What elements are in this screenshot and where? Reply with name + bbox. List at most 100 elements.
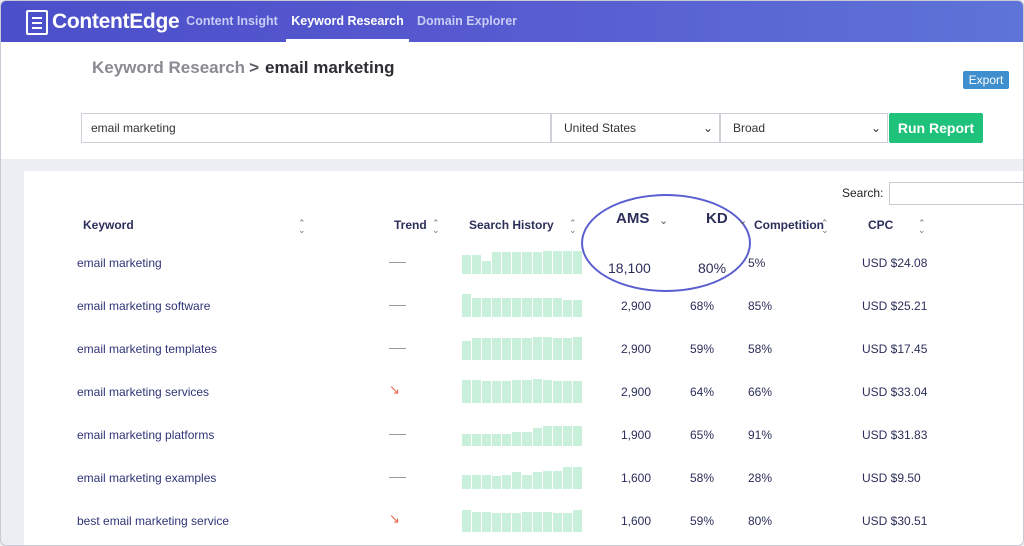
- history-bar: [472, 255, 482, 274]
- header-cpc[interactable]: CPC: [868, 218, 894, 232]
- header-trend[interactable]: Trend: [394, 218, 427, 232]
- table-row[interactable]: best email marketing service ↘ 1,600 59% 80%…: [24, 510, 1023, 545]
- keyword-link[interactable]: email marketing templates: [77, 342, 218, 356]
- breadcrumb-root[interactable]: Keyword Research: [92, 58, 246, 77]
- query-header: Keyword Research > email marketing Export …: [1, 42, 1023, 159]
- table-search-label: Search:: [842, 186, 884, 200]
- keyword-link[interactable]: best email marketing service: [77, 514, 230, 528]
- nav-content-insight[interactable]: Content Insight: [186, 14, 278, 28]
- history-bar: [532, 252, 542, 274]
- nav-domain-explorer[interactable]: Domain Explorer: [416, 14, 518, 28]
- sort-desc-icon[interactable]: ⌄: [659, 215, 669, 227]
- history-bar: [482, 338, 492, 360]
- table-row[interactable]: email marketing platforms 1,900 65% 91% USD …: [24, 426, 1023, 471]
- keyword-link[interactable]: email marketing services: [77, 385, 210, 399]
- history-bar: [532, 472, 542, 489]
- history-bar: [562, 513, 572, 532]
- sort-icon[interactable]: ⌃ ⌄: [821, 218, 829, 235]
- table-row[interactable]: email marketing templates 2,900 59% 58% USD …: [24, 337, 1023, 385]
- header-keyword[interactable]: Keyword: [83, 218, 134, 232]
- sort-icon[interactable]: ⌃ ⌄: [298, 218, 306, 235]
- competition-value: 85%: [748, 299, 773, 313]
- history-bar: [522, 298, 532, 317]
- history-bar: [552, 251, 562, 274]
- keyword-link[interactable]: email marketing examples: [77, 471, 217, 485]
- sort-desc-icon[interactable]: ⌄: [738, 215, 748, 227]
- match-type-select[interactable]: Broad ⌄: [720, 113, 888, 143]
- country-select-value: United States: [564, 121, 637, 135]
- search-history-sparkbars: [462, 422, 582, 446]
- trend-flat-icon: [389, 434, 406, 435]
- history-bar: [572, 251, 582, 274]
- keyword-input[interactable]: email marketing: [81, 113, 551, 143]
- history-bar: [542, 298, 552, 317]
- history-bar: [502, 298, 512, 317]
- ams-value: 2,900: [621, 299, 652, 313]
- history-bar: [512, 380, 522, 403]
- chevron-down-icon: ⌄: [702, 121, 713, 135]
- keyword-link[interactable]: email marketing software: [77, 299, 211, 313]
- keyword-link[interactable]: email marketing: [77, 256, 162, 270]
- header-search-history[interactable]: Search History: [469, 218, 554, 232]
- history-bar: [482, 475, 492, 489]
- ams-value: 1,900: [621, 428, 652, 442]
- ams-value: 1,600: [621, 471, 652, 485]
- competition-value: 5%: [748, 256, 766, 270]
- table-row[interactable]: email marketing examples 1,600 58% 28% USD $…: [24, 467, 1023, 514]
- nav-keyword-research[interactable]: Keyword Research: [286, 1, 409, 42]
- history-bar: [522, 512, 532, 532]
- history-bar: [542, 337, 552, 360]
- history-bar: [462, 380, 472, 403]
- logo-text: ContentEdge: [52, 10, 180, 33]
- history-bar: [532, 379, 542, 403]
- history-bar: [472, 338, 482, 360]
- history-bar: [522, 475, 532, 489]
- history-bar: [492, 338, 502, 360]
- history-bar: [522, 338, 532, 360]
- history-bar: [572, 426, 582, 446]
- export-button[interactable]: Export: [963, 71, 1009, 89]
- kd-value: 59%: [690, 342, 715, 356]
- history-bar: [462, 475, 472, 489]
- highlight-ellipse: AMS ⌄ KD ⌄ 18,100 80%: [581, 194, 751, 292]
- history-bar: [472, 380, 482, 403]
- logo[interactable]: ContentEdge: [26, 9, 180, 35]
- table-row[interactable]: email marketing 18,100 80% 5% USD $24.08: [24, 251, 1023, 299]
- history-bar: [502, 475, 512, 489]
- search-history-sparkbars: [462, 508, 582, 532]
- sort-icon[interactable]: ⌃ ⌄: [569, 218, 577, 235]
- sort-icon[interactable]: ⌃ ⌄: [918, 218, 926, 235]
- header-ams[interactable]: AMS: [616, 210, 650, 227]
- sort-icon[interactable]: ⌃ ⌄: [432, 218, 440, 235]
- keyword-link[interactable]: email marketing platforms: [77, 428, 215, 442]
- history-bar: [542, 426, 552, 446]
- run-report-button[interactable]: Run Report: [889, 113, 983, 143]
- history-bar: [572, 300, 582, 317]
- competition-value: 58%: [748, 342, 773, 356]
- cpc-value: USD $25.21: [862, 299, 928, 313]
- kd-value: 58%: [690, 471, 715, 485]
- trend-flat-icon: [389, 348, 406, 349]
- history-bar: [492, 252, 502, 274]
- history-bar: [462, 294, 472, 317]
- table-row[interactable]: email marketing services ↘ 2,900 64% 66% USD …: [24, 379, 1023, 428]
- table-row[interactable]: email marketing software 2,900 68% 85% USD $…: [24, 294, 1023, 342]
- cpc-value: USD $24.08: [862, 256, 928, 270]
- country-select[interactable]: United States ⌄: [551, 113, 720, 143]
- header-kd[interactable]: KD: [706, 210, 728, 227]
- kd-value: 64%: [690, 385, 715, 399]
- history-bar: [482, 381, 492, 403]
- competition-value: 80%: [748, 514, 773, 528]
- history-bar: [542, 471, 552, 489]
- history-bar: [552, 381, 562, 403]
- history-bar: [522, 252, 532, 274]
- header-competition[interactable]: Competition: [754, 218, 824, 232]
- history-bar: [472, 298, 482, 317]
- history-bar: [542, 512, 552, 532]
- trend-down-icon: ↘: [389, 511, 400, 526]
- history-bar: [562, 300, 572, 317]
- cpc-value: USD $33.04: [862, 385, 928, 399]
- history-bar: [482, 512, 492, 532]
- document-logo-icon: [26, 9, 48, 35]
- table-search-input[interactable]: [889, 182, 1023, 205]
